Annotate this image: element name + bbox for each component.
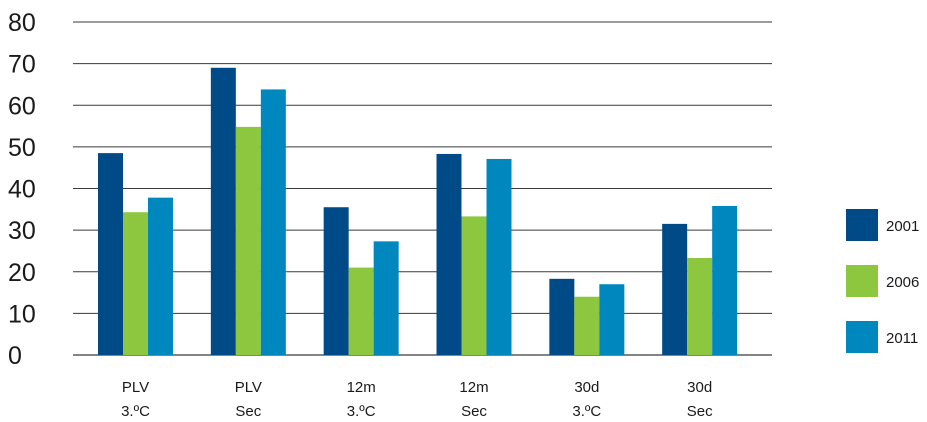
bar-2006-3 xyxy=(461,216,487,355)
x-tick-label: 12m xyxy=(347,379,376,396)
y-tick-label: 0 xyxy=(8,342,22,370)
bar-2001-2 xyxy=(323,207,349,355)
y-tick-label: 40 xyxy=(8,176,36,204)
legend-swatch-2011 xyxy=(846,321,878,353)
bar-2001-4 xyxy=(549,278,575,355)
y-tick-label: 20 xyxy=(8,259,36,287)
x-tick-label: 3.ºC xyxy=(347,403,376,420)
bar-2011-5 xyxy=(712,205,738,355)
legend-label: 2011 xyxy=(886,330,918,347)
y-tick-label: 30 xyxy=(8,217,36,245)
x-tick-label: PLV xyxy=(122,379,149,396)
bar-2001-3 xyxy=(436,153,462,355)
y-tick-label: 50 xyxy=(8,134,36,162)
gridlines xyxy=(73,21,772,356)
y-tick-label: 70 xyxy=(8,51,36,79)
bar-2001-5 xyxy=(662,223,688,355)
bar-2006-2 xyxy=(348,267,374,355)
y-tick-label: 60 xyxy=(8,92,36,120)
bars xyxy=(98,67,738,356)
bar-2011-4 xyxy=(599,284,625,355)
legend-swatch-2006 xyxy=(846,265,878,297)
x-tick-label: 3.ºC xyxy=(572,403,601,420)
bar-2011-1 xyxy=(260,89,286,356)
bar-2011-2 xyxy=(373,241,399,355)
bar-2001-1 xyxy=(210,67,236,355)
x-tick-label: 30d xyxy=(687,379,712,396)
x-tick-label: 12m xyxy=(459,379,488,396)
bar-2006-5 xyxy=(687,258,713,355)
bar-2001-0 xyxy=(98,153,123,355)
x-tick-label: 30d xyxy=(574,379,599,396)
y-tick-label: 10 xyxy=(8,300,36,328)
bar-2011-0 xyxy=(148,197,173,355)
x-tick-label: 3.ºC xyxy=(121,403,150,420)
x-tick-label: Sec xyxy=(687,403,713,420)
bar-2011-3 xyxy=(486,158,512,355)
bar-2006-4 xyxy=(574,296,600,355)
legend-label: 2001 xyxy=(886,218,919,235)
y-tick-label: 80 xyxy=(8,9,36,37)
x-tick-label: PLV xyxy=(235,379,262,396)
legend-label: 2006 xyxy=(886,274,919,291)
legend-swatch-2001 xyxy=(846,209,878,241)
bar-2006-1 xyxy=(235,126,261,356)
legend: 2001 2006 2011 xyxy=(846,209,919,353)
y-axis: 0 10 20 30 40 50 60 70 80 xyxy=(8,9,36,370)
x-tick-label: Sec xyxy=(235,403,261,420)
x-tick-label: Sec xyxy=(461,403,487,420)
bar-2006-0 xyxy=(123,212,148,355)
x-axis: PLV 3.ºC PLV Sec 12m 3.ºC 12m Sec 30d 3.ºC 30d Sec xyxy=(121,379,713,420)
